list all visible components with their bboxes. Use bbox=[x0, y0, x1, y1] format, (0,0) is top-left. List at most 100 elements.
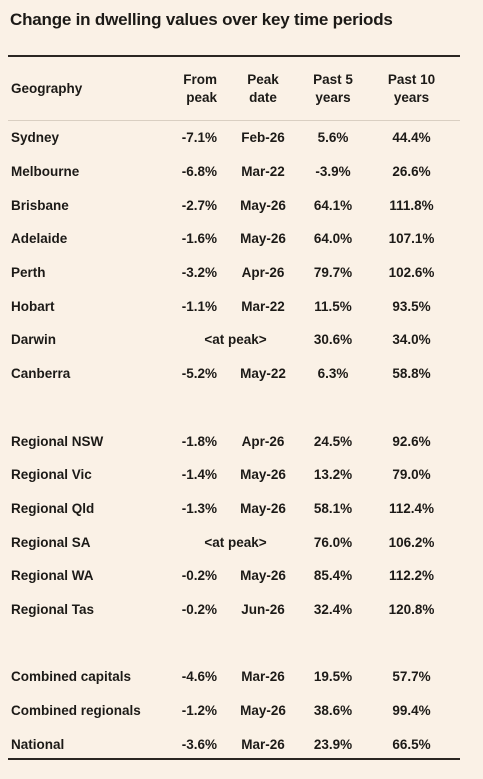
past-5-years: -3.9% bbox=[315, 164, 351, 180]
from-peak: -1.3% bbox=[181, 500, 217, 516]
spacer-cell bbox=[8, 391, 168, 425]
row: Regional Tas -0.2% Jun-26 32.4% 120.8% bbox=[8, 593, 460, 627]
past-10-years: 92.6% bbox=[392, 433, 431, 449]
peak-date: Jun-26 bbox=[241, 601, 285, 617]
geography: Melbourne bbox=[11, 164, 80, 180]
row: Darwin <at peak> 30.6% 34.0% bbox=[8, 323, 460, 357]
from-peak: -1.6% bbox=[181, 231, 217, 247]
title: Change in dwelling values over key time … bbox=[10, 10, 393, 29]
geography: Regional Vic bbox=[11, 467, 92, 483]
bottom-rule bbox=[8, 758, 460, 760]
past-5-years: 64.1% bbox=[313, 197, 353, 213]
from-peak: -0.2% bbox=[181, 601, 217, 617]
from-peak: -1.1% bbox=[181, 298, 217, 314]
past-10-years: 112.4% bbox=[388, 500, 435, 516]
past-10-years: 93.5% bbox=[392, 298, 431, 314]
status: <at peak> bbox=[204, 534, 267, 550]
from-peak: -1.8% bbox=[181, 433, 217, 449]
geography: Hobart bbox=[11, 298, 55, 314]
row: Sydney -7.1% Feb-26 5.6% 44.4% bbox=[8, 121, 460, 155]
geography: Regional Tas bbox=[11, 601, 95, 617]
past-5-years: 23.9% bbox=[313, 736, 353, 752]
from-peak: -1.4% bbox=[181, 467, 217, 483]
past-5-years: 76.0% bbox=[313, 534, 353, 550]
past-5-years: 6.3% bbox=[317, 366, 349, 382]
row: Adelaide -1.6% May-26 64.0% 107.1% bbox=[8, 222, 460, 256]
past-10-years: 26.6% bbox=[392, 164, 431, 180]
from-peak: -3.2% bbox=[181, 265, 217, 281]
row: Melbourne -6.8% Mar-22 -3.9% 26.6% bbox=[8, 155, 460, 189]
row: Combined capitals -4.6% Mar-26 19.5% 57.7% bbox=[8, 660, 460, 694]
from-peak: -0.2% bbox=[181, 568, 217, 584]
past-5-years: 13.2% bbox=[313, 467, 353, 483]
past-5-years: 30.6% bbox=[313, 332, 353, 348]
peak-date: Mar-26 bbox=[241, 669, 285, 685]
from-peak: -4.6% bbox=[181, 669, 217, 685]
past-5-years: 58.1% bbox=[313, 500, 353, 516]
past-10-years: 79.0% bbox=[392, 467, 431, 483]
peak-date: May-26 bbox=[240, 703, 286, 719]
row: Regional Vic -1.4% May-26 13.2% 79.0% bbox=[8, 458, 460, 492]
row: Brisbane -2.7% May-26 64.1% 111.8% bbox=[8, 188, 460, 222]
from-peak: -1.2% bbox=[181, 703, 217, 719]
column-header: Past 10 years bbox=[363, 58, 460, 121]
spacer-cell bbox=[8, 626, 168, 660]
row: Regional Qld -1.3% May-26 58.1% 112.4% bbox=[8, 492, 460, 526]
past-5-years: 19.5% bbox=[313, 669, 353, 685]
peak-date: Mar-22 bbox=[241, 298, 285, 314]
peak-date: May-26 bbox=[240, 467, 286, 483]
header-row: Geography From peak Peak date Past 5 years P… bbox=[8, 58, 460, 121]
geography: National bbox=[11, 736, 65, 752]
geography: Canberra bbox=[11, 366, 71, 382]
row: Perth -3.2% Apr-26 79.7% 102.6% bbox=[8, 256, 460, 290]
peak-date: Feb-26 bbox=[241, 130, 285, 146]
row: Combined regionals -1.2% May-26 38.6% 99.4% bbox=[8, 694, 460, 728]
spacer bbox=[8, 391, 460, 425]
past-10-years: 58.8% bbox=[392, 366, 431, 382]
peak-date: Mar-22 bbox=[241, 164, 285, 180]
past-5-years: 32.4% bbox=[313, 601, 353, 617]
geography: Darwin bbox=[11, 332, 57, 348]
geography: Sydney bbox=[11, 130, 60, 146]
from-peak: -2.7% bbox=[181, 197, 217, 213]
from-peak: -7.1% bbox=[181, 130, 217, 146]
past-5-years: 79.7% bbox=[313, 265, 353, 281]
row: Regional NSW -1.8% Apr-26 24.5% 92.6% bbox=[8, 424, 460, 458]
past-5-years: 38.6% bbox=[313, 703, 353, 719]
row: Canberra -5.2% May-22 6.3% 58.8% bbox=[8, 357, 460, 391]
table: Geography From peak Peak date Past 5 years P… bbox=[8, 58, 460, 761]
from-peak: -3.6% bbox=[181, 736, 217, 752]
past-10-years: 66.5% bbox=[392, 736, 431, 752]
geography: Regional WA bbox=[11, 568, 94, 584]
peak-date: May-26 bbox=[240, 197, 286, 213]
past-10-years: 107.1% bbox=[388, 231, 435, 247]
past-5-years: 5.6% bbox=[317, 130, 349, 146]
geography: Perth bbox=[11, 265, 46, 281]
row: Regional SA <at peak> 76.0% 106.2% bbox=[8, 525, 460, 559]
geography: Adelaide bbox=[11, 231, 68, 247]
geography: Combined capitals bbox=[11, 669, 132, 685]
past-10-years: 34.0% bbox=[392, 332, 431, 348]
geography: Brisbane bbox=[11, 197, 69, 213]
column-header: Peak date bbox=[223, 58, 303, 121]
peak-date: Apr-26 bbox=[241, 433, 285, 449]
past-10-years: 120.8% bbox=[388, 601, 435, 617]
past-10-years: 112.2% bbox=[388, 568, 435, 584]
peak-date: May-26 bbox=[240, 500, 286, 516]
past-5-years: 64.0% bbox=[313, 231, 353, 247]
past-10-years: 57.7% bbox=[392, 669, 431, 685]
peak-date: May-26 bbox=[240, 568, 286, 584]
peak-date: May-26 bbox=[240, 231, 286, 247]
row: National -3.6% Mar-26 23.9% 66.5% bbox=[8, 727, 460, 761]
peak-date: Mar-26 bbox=[241, 736, 285, 752]
past-5-years: 24.5% bbox=[313, 433, 353, 449]
past-5-years: 85.4% bbox=[313, 568, 353, 584]
past-10-years: 102.6% bbox=[388, 265, 435, 281]
row: Hobart -1.1% Mar-22 11.5% 93.5% bbox=[8, 289, 460, 323]
past-5-years: 11.5% bbox=[314, 298, 352, 314]
past-10-years: 106.2% bbox=[388, 534, 435, 550]
peak-date: Apr-26 bbox=[241, 265, 285, 281]
top-rule bbox=[8, 55, 460, 57]
peak-date: May-22 bbox=[240, 366, 286, 382]
